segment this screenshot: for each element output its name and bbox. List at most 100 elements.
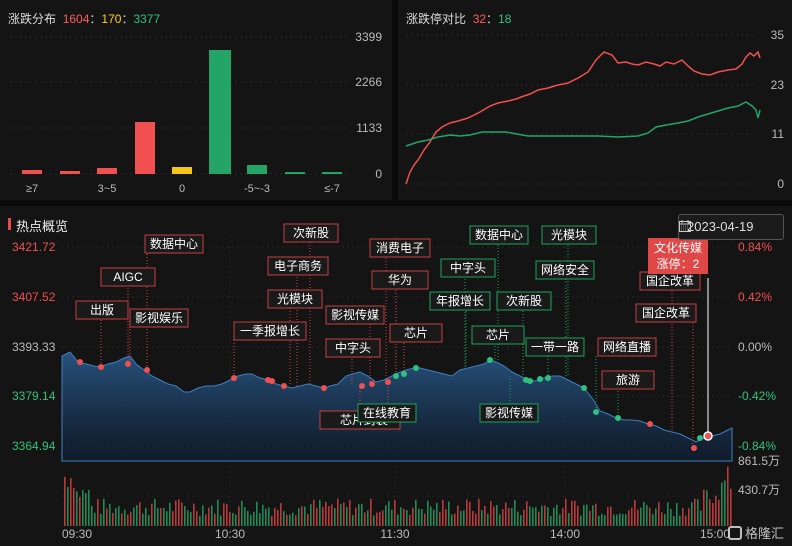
bar-5to-3[interactable] — [247, 165, 267, 174]
volume-bar — [436, 502, 438, 526]
svg-text:国企改革: 国企改革 — [646, 273, 694, 288]
tag-consumer-elec[interactable]: 消费电子 — [369, 238, 431, 258]
volume-bars — [64, 466, 732, 526]
bar-0to3[interactable] — [135, 122, 155, 174]
tag-huawei[interactable]: 华为 — [371, 270, 429, 290]
tag-new-stock-2[interactable]: 次新股 — [496, 291, 552, 311]
volume-bar — [148, 515, 150, 526]
volume-bar — [685, 515, 687, 526]
svg-text:国企改革: 国企改革 — [642, 305, 690, 320]
volume-bar — [619, 513, 621, 526]
tag-aigc[interactable]: AIGC — [100, 267, 156, 287]
bar-le-7[interactable] — [322, 172, 342, 174]
volume-bar — [97, 499, 99, 526]
xlabel-5: ≤-7 — [324, 183, 340, 195]
tag-q1-growth[interactable]: 一季报增长 — [233, 321, 307, 341]
volume-bar — [115, 507, 117, 526]
volume-bar — [157, 508, 159, 526]
tag-current-culture-media[interactable]: 文化传媒 涨停：2 — [648, 238, 708, 274]
volume-bar — [511, 508, 513, 526]
tag-china-prefix-1[interactable]: 中字头 — [325, 338, 381, 358]
volume-bar — [109, 503, 111, 526]
logo-icon — [727, 525, 742, 540]
volume-bar — [160, 508, 162, 526]
logo-text: 格隆汇 — [744, 526, 784, 541]
tag-data-center-2[interactable]: 数据中心 — [469, 225, 529, 245]
bar-ge7[interactable] — [22, 170, 42, 174]
bar-7to-5[interactable] — [285, 172, 305, 174]
volume-bar — [211, 505, 213, 526]
volume-bar — [526, 501, 528, 526]
tag-dots — [77, 357, 713, 451]
tag-film-ent[interactable]: 影视娱乐 — [129, 308, 189, 328]
tag-soe-reform-1[interactable]: 国企改革 — [639, 271, 701, 291]
tag-chip-1[interactable]: 芯片 — [389, 323, 443, 343]
volume-bar — [502, 509, 504, 526]
volume-bar — [421, 508, 423, 526]
volume-bar — [730, 488, 732, 526]
tag-live-stream[interactable]: 网络直播 — [597, 337, 657, 357]
volume-bar — [343, 502, 345, 526]
tag-soe-reform-2[interactable]: 国企改革 — [635, 303, 697, 323]
bar-0to-3[interactable] — [209, 50, 231, 174]
volume-bar — [385, 505, 387, 526]
tag-chip-2[interactable]: 芯片 — [471, 325, 525, 345]
tag-belt-road[interactable]: 一带一路 — [525, 337, 585, 357]
volume-bar — [250, 514, 252, 526]
volume-bar — [313, 499, 315, 526]
volume-bar — [274, 507, 276, 526]
tag-tourism[interactable]: 旅游 — [601, 370, 655, 390]
bar-3to5[interactable] — [97, 168, 117, 174]
time-2: 10:30 — [215, 527, 245, 541]
xlabel-4: -5~-3 — [244, 183, 270, 195]
volume-bar — [544, 505, 546, 526]
tag-new-stock-1[interactable]: 次新股 — [283, 223, 339, 243]
date-value: 2023-04-19 — [687, 219, 754, 234]
tag-film-media-2[interactable]: 影视传媒 — [479, 403, 539, 423]
volume-bar — [727, 466, 729, 526]
tag-annual-growth[interactable]: 年报增长 — [429, 291, 491, 311]
svg-text:年报增长: 年报增长 — [436, 293, 484, 308]
distribution-panel: 涨跌分布 1604：170：3377 3399 2266 1133 0 — [0, 0, 392, 200]
bar-5to7[interactable] — [60, 171, 80, 174]
volume-bar — [337, 498, 339, 526]
volume-bar — [334, 508, 336, 526]
volume-bar — [391, 509, 393, 526]
tag-publish[interactable]: 出版 — [75, 300, 129, 320]
volume-bar — [64, 476, 66, 526]
tag-net-security[interactable]: 网络安全 — [535, 260, 595, 280]
ytick-3: 1133 — [356, 121, 382, 135]
volume-bar — [601, 513, 603, 526]
bar-0[interactable] — [172, 167, 192, 174]
volume-bar — [265, 508, 267, 526]
volume-bar — [136, 505, 138, 526]
tag-ecommerce[interactable]: 电子商务 — [267, 256, 329, 276]
tag-online-edu[interactable]: 在线教育 — [357, 403, 417, 423]
volume-bar — [691, 502, 693, 526]
tag-film-media-1[interactable]: 影视传媒 — [325, 305, 385, 325]
volume-bar — [616, 514, 618, 526]
volume-bar — [163, 507, 165, 526]
volume-bar — [196, 511, 198, 526]
time-5: 15:00 — [700, 527, 730, 541]
volume-bar — [223, 503, 225, 526]
tag-optical-1[interactable]: 光模块 — [267, 289, 323, 309]
volume-bar — [397, 514, 399, 526]
xlabel-3: 0 — [179, 183, 185, 195]
volume-bar — [151, 503, 153, 526]
tag-data-center-1[interactable]: 数据中心 — [144, 234, 204, 254]
volume-bar — [430, 506, 432, 526]
tag-china-prefix-2[interactable]: 中字头 — [440, 258, 496, 278]
volume-bar — [577, 505, 579, 526]
volume-bar — [634, 499, 636, 526]
date-picker[interactable]: 2023-04-19 — [678, 214, 784, 240]
tag-optical-2[interactable]: 光模块 — [541, 225, 597, 245]
svg-text:芯片: 芯片 — [486, 328, 510, 342]
svg-text:文化传媒: 文化传媒 — [654, 240, 702, 255]
volume-bar — [331, 504, 333, 526]
calendar-icon[interactable] — [679, 220, 691, 232]
volume-bar — [412, 507, 414, 526]
volume-bar — [655, 508, 657, 526]
volume-bar — [301, 506, 303, 526]
volume-bar — [340, 504, 342, 526]
